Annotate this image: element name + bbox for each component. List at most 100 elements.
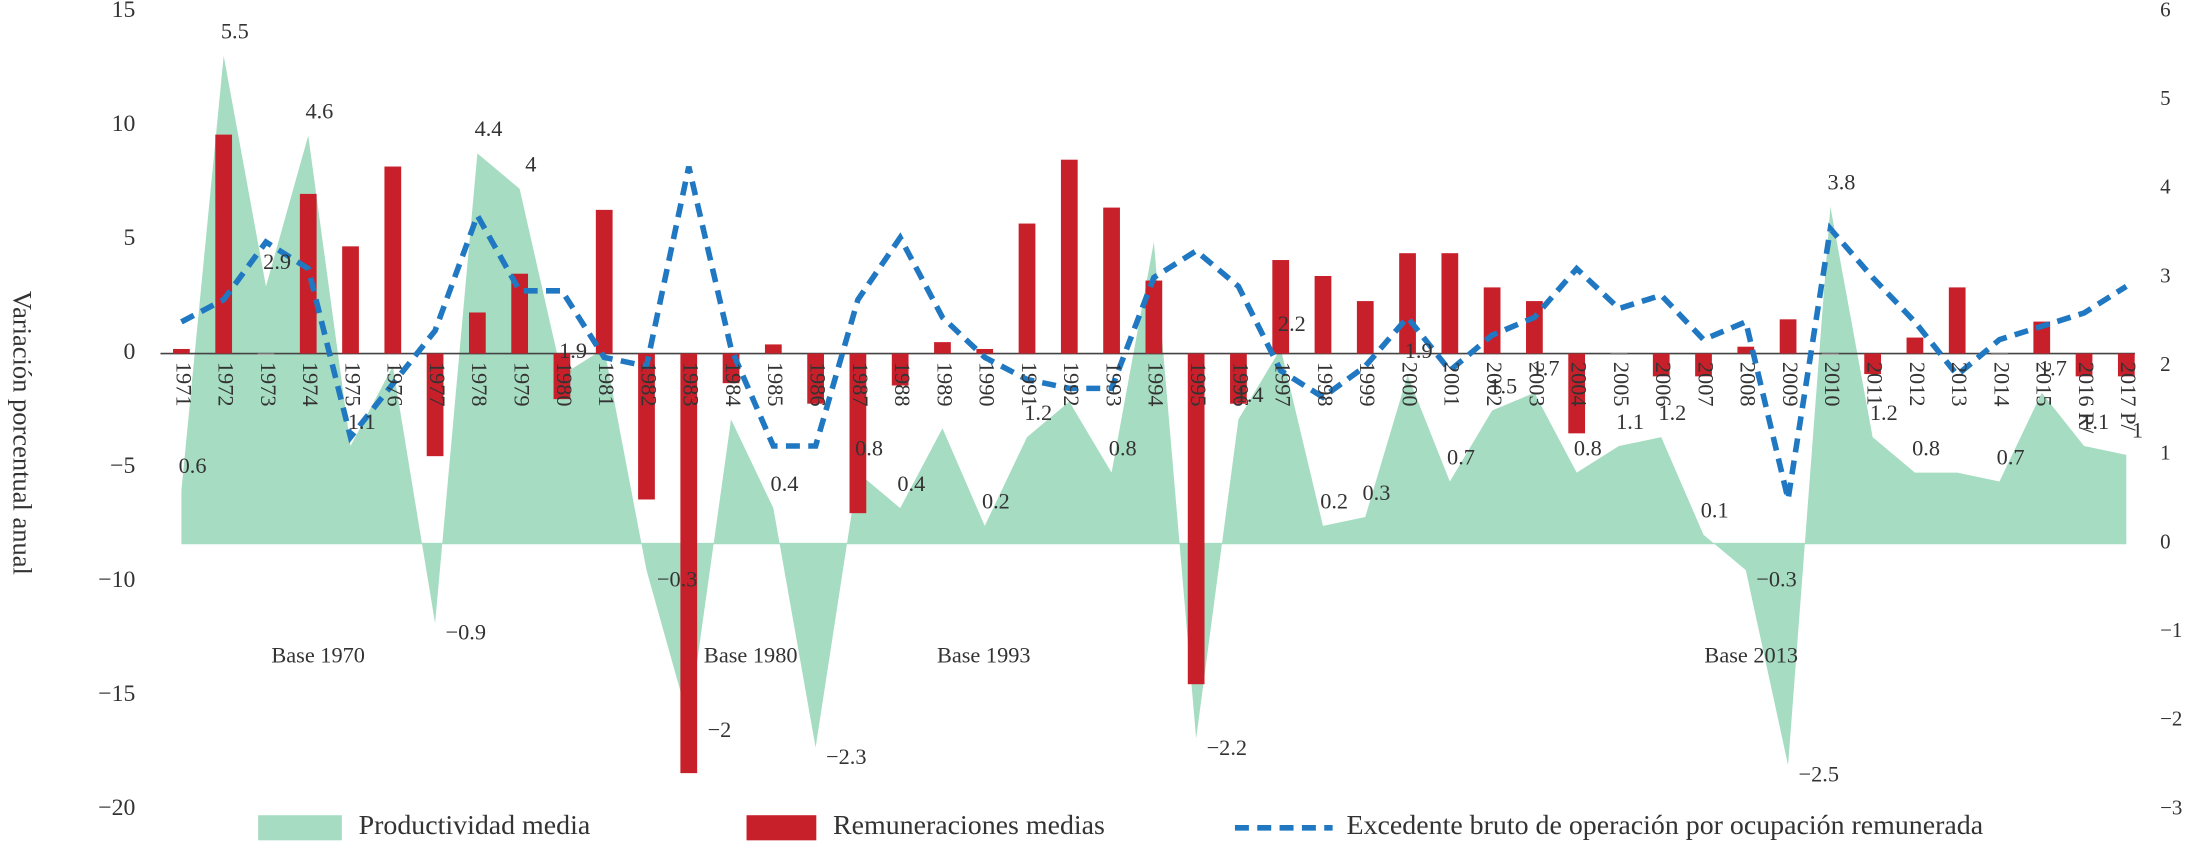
y2-tick-label: 3: [2160, 263, 2170, 287]
x-tick-label: 1996: [1228, 362, 1253, 407]
x-tick-label: 2007: [1693, 362, 1718, 407]
bar: [638, 353, 655, 500]
bar: [2117, 353, 2135, 377]
bar: [1356, 301, 1374, 354]
data-label: 1.5: [1489, 373, 1517, 398]
x-tick-label: 1985: [763, 362, 788, 407]
x-tick-label: 2005: [1609, 362, 1634, 407]
x-tick-label: 1989: [932, 362, 957, 407]
data-label: 0.6: [179, 453, 207, 478]
bar: [468, 312, 486, 354]
data-label: 1.7: [1532, 356, 1560, 381]
bar: [1737, 346, 1755, 354]
line: [180, 166, 2128, 500]
data-label: 1.2: [1658, 400, 1686, 425]
data-label: 1.4: [1236, 382, 1264, 407]
y2-tick-label: −2: [2160, 707, 2182, 731]
x-tick-label: 1979: [510, 362, 535, 407]
data-label: −2.5: [1799, 762, 1839, 787]
bar: [1568, 353, 1586, 434]
x-tick-label: 1975: [340, 362, 365, 407]
x-tick-label: 1974: [298, 362, 323, 407]
bar: [1060, 159, 1078, 354]
data-label: −2: [708, 717, 732, 742]
bar: [1187, 353, 1205, 685]
data-label: 0.4: [897, 471, 925, 496]
y-tick-label: 0: [123, 339, 135, 365]
x-tick-label: 1991: [1017, 362, 1042, 407]
y2-tick-label: 0: [2160, 529, 2170, 553]
y2-tick-label: 5: [2160, 86, 2170, 110]
annotation: Base 1970: [271, 643, 365, 668]
x-tick-label: 2013: [1947, 362, 1972, 407]
data-label: 4.6: [305, 98, 333, 123]
x-tick-label: 1977: [425, 362, 450, 407]
bar: [891, 353, 909, 386]
bar: [2075, 353, 2093, 377]
y-tick-label: 10: [112, 111, 136, 137]
bar: [1695, 353, 1712, 377]
y-tick-label: 15: [112, 0, 136, 23]
data-label: 1.1: [348, 409, 376, 434]
data-label: −0.9: [446, 620, 486, 645]
bar: [1272, 260, 1290, 354]
x-tick-label: 2001: [1440, 362, 1465, 407]
y-tick-label: 5: [123, 225, 135, 251]
x-tick-label: 1984: [721, 362, 746, 407]
x-tick-label: 1988: [890, 362, 915, 407]
bar: [1018, 223, 1036, 354]
data-label: 1.7: [2039, 356, 2067, 381]
data-label: 4.4: [475, 116, 503, 141]
area: [181, 55, 2127, 766]
x-tick-label: 1999: [1355, 362, 1380, 407]
bar: [173, 348, 190, 354]
bar: [1230, 353, 1247, 404]
bar: [1864, 353, 1882, 375]
x-tick-label: 1971: [171, 362, 196, 407]
x-tick-label: 1983: [679, 362, 704, 407]
data-label: 1.1: [1616, 409, 1644, 434]
x-tick-label: 2000: [1397, 362, 1422, 407]
bar: [553, 353, 571, 400]
data-label: 0.7: [1447, 444, 1475, 469]
data-label: 0.8: [1109, 435, 1137, 460]
y2-tick-label: −1: [2160, 618, 2182, 642]
y2-tick-label: 2: [2160, 352, 2170, 376]
bar: [1821, 353, 1839, 355]
legend-label: Excedente bruto de operación por ocupaci…: [1347, 810, 1984, 841]
x-tick-label: 2010: [1820, 362, 1845, 407]
x-tick-label: 1993: [1101, 362, 1126, 407]
data-label: −0.3: [657, 566, 697, 591]
x-tick-label: 2006: [1651, 362, 1676, 407]
bar: [1441, 253, 1459, 354]
x-tick-label: 1980: [552, 362, 577, 407]
x-tick-label: 2009: [1778, 362, 1803, 407]
y-tick-label: −20: [98, 795, 135, 821]
bar: [1526, 301, 1543, 354]
x-tick-label: 1990: [975, 362, 1000, 407]
data-label: 0.8: [855, 435, 883, 460]
y-tick-label: −15: [98, 681, 135, 707]
bar: [1652, 353, 1670, 377]
annotation: Base 2013: [1704, 643, 1798, 668]
x-tick-label: 2017 P/: [2116, 362, 2141, 432]
bar: [976, 348, 994, 354]
bar: [1991, 353, 2008, 355]
annotation: Base 1980: [704, 643, 798, 668]
bar: [511, 273, 529, 354]
x-tick-label: 2014: [1989, 362, 2014, 407]
data-label: 1.2: [1024, 400, 1052, 425]
bar: [764, 344, 782, 354]
x-tick-label: 1976: [383, 362, 408, 407]
x-tick-label: 1995: [1186, 362, 1211, 407]
x-tick-label: 2003: [1524, 362, 1549, 407]
data-label: 1: [2132, 418, 2143, 443]
x-tick-label: 1986: [805, 362, 830, 407]
y2-tick-label: −3: [2160, 795, 2182, 819]
x-tick-label: 2012: [1905, 362, 1930, 407]
x-tick-label: 1994: [1144, 362, 1169, 407]
bar: [384, 166, 402, 354]
bar: [215, 134, 233, 354]
